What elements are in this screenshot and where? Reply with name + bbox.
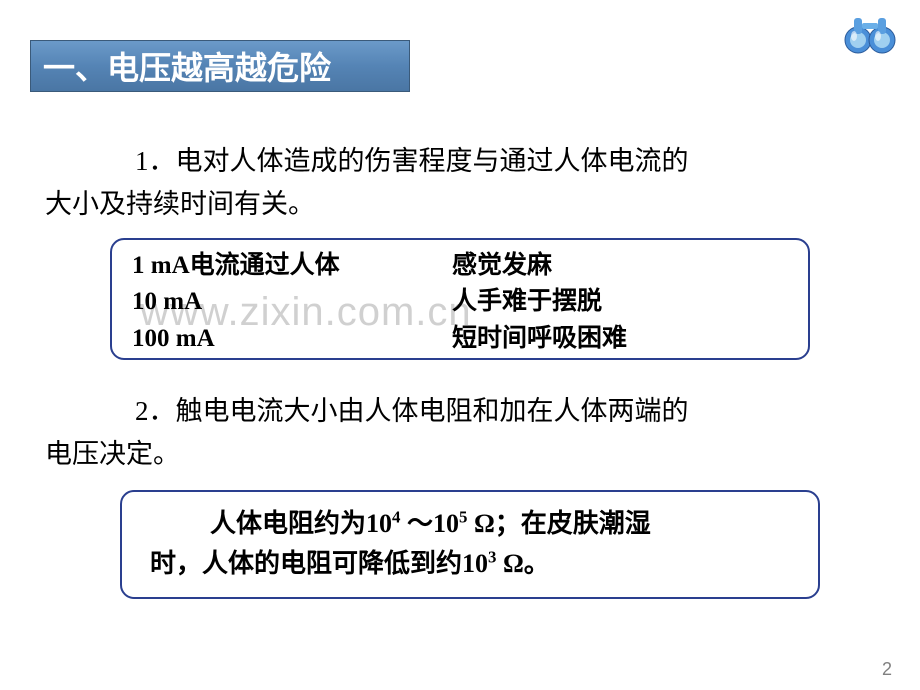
resistance-text: 人体电阻约为104 ～105 Ω；在皮肤潮湿时，人体的电阻可降低到约103 Ω。 xyxy=(150,504,790,585)
paragraph-1-line2: 大小及持续时间有关。 xyxy=(45,189,315,219)
current-effect: 感觉发麻 xyxy=(452,248,788,284)
resistance-part: 时，人体的电阻可降低到约10 xyxy=(150,549,488,578)
table-row: 10 mA 人手难于摆脱 xyxy=(132,284,788,320)
page-number: 2 xyxy=(882,659,892,680)
section-title-text: 一、电压越高越危险 xyxy=(43,43,331,89)
resistance-part: Ω。 xyxy=(496,549,549,578)
resistance-part: 人体电阻约为10 xyxy=(210,509,392,538)
current-value: 100 mA xyxy=(132,321,452,357)
table-row: 100 mA 短时间呼吸困难 xyxy=(132,321,788,357)
table-row: 1 mA电流通过人体 感觉发麻 xyxy=(132,248,788,284)
current-effect: 短时间呼吸困难 xyxy=(452,321,788,357)
section-title-banner: 一、电压越高越危险 xyxy=(30,40,410,92)
paragraph-2: 2．触电电流大小由人体电阻和加在人体两端的 电压决定。 xyxy=(45,390,875,476)
binoculars-icon xyxy=(840,8,900,58)
paragraph-2-line2: 电压决定。 xyxy=(45,439,180,469)
resistance-part: ～10 xyxy=(400,509,459,538)
paragraph-1: 1．电对人体造成的伤害程度与通过人体电流的 大小及持续时间有关。 xyxy=(45,140,875,226)
paragraph-2-line1: 2．触电电流大小由人体电阻和加在人体两端的 xyxy=(135,396,689,426)
current-value: 10 mA xyxy=(132,284,452,320)
paragraph-1-line1: 1．电对人体造成的伤害程度与通过人体电流的 xyxy=(135,146,689,176)
current-value: 1 mA电流通过人体 xyxy=(132,248,452,284)
current-effects-callout: 1 mA电流通过人体 感觉发麻 10 mA 人手难于摆脱 100 mA 短时间呼… xyxy=(110,238,810,360)
resistance-callout: 人体电阻约为104 ～105 Ω；在皮肤潮湿时，人体的电阻可降低到约103 Ω。 xyxy=(120,490,820,599)
current-effect: 人手难于摆脱 xyxy=(452,284,788,320)
resistance-part: Ω；在皮肤潮湿 xyxy=(467,509,650,538)
